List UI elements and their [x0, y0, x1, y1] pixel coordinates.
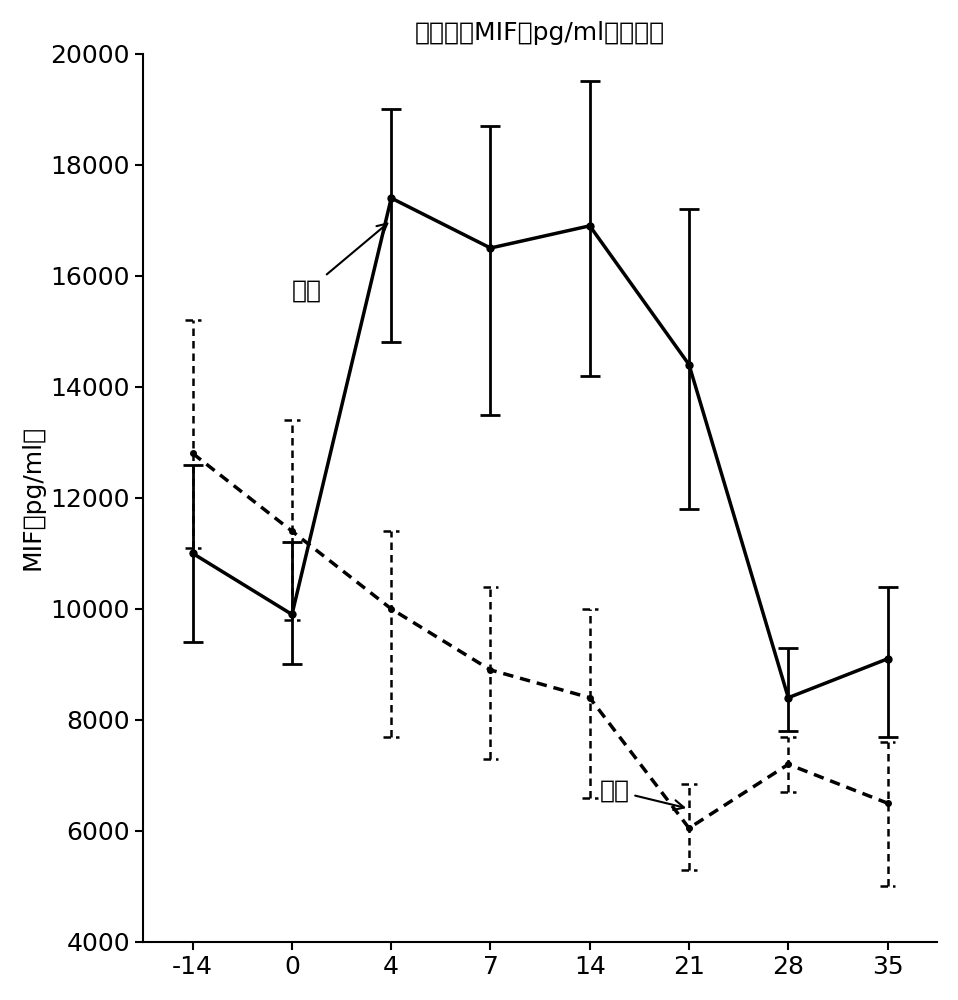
- Title: 平均値（MIF（pg/ml））对天: 平均値（MIF（pg/ml））对天: [415, 21, 665, 45]
- Text: 测试: 测试: [292, 224, 387, 303]
- Y-axis label: MIF（pg/ml）: MIF（pg/ml）: [21, 425, 45, 570]
- Text: 对照: 对照: [600, 779, 684, 810]
